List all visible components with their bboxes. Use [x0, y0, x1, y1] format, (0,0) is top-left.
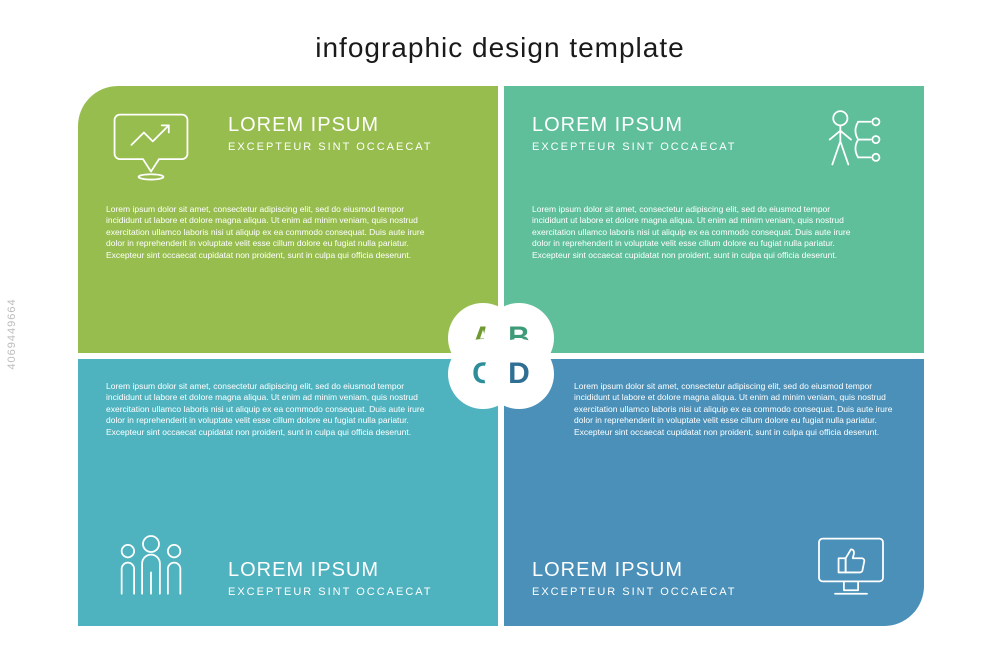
panel-b: LOREM IPSUM EXCEPTEUR SINT OCCAECAT Lore… [504, 86, 924, 353]
panel-b-body: Lorem ipsum dolor sit amet, consectetur … [532, 204, 862, 261]
infographic-canvas: infographic design template 4069449664 L… [0, 0, 1000, 667]
badge-d-label: D [508, 357, 530, 391]
panel-d-heading: LOREM IPSUM EXCEPTEUR SINT OCCAECAT [532, 559, 737, 598]
person-network-icon [806, 104, 896, 184]
monitor-thumbs-up-icon [806, 528, 896, 608]
panel-d-body: Lorem ipsum dolor sit amet, consectetur … [574, 381, 894, 438]
panel-c: LOREM IPSUM EXCEPTEUR SINT OCCAECAT Lore… [78, 359, 498, 626]
panel-d: LOREM IPSUM EXCEPTEUR SINT OCCAECAT Lore… [504, 359, 924, 626]
panel-c-subtitle: EXCEPTEUR SINT OCCAECAT [228, 586, 433, 598]
panel-d-subtitle: EXCEPTEUR SINT OCCAECAT [532, 586, 737, 598]
panel-b-subtitle: EXCEPTEUR SINT OCCAECAT [532, 141, 737, 153]
panel-grid: LOREM IPSUM EXCEPTEUR SINT OCCAECAT Lore… [78, 86, 924, 626]
panel-c-heading: LOREM IPSUM EXCEPTEUR SINT OCCAECAT [228, 559, 433, 598]
panel-a-title: LOREM IPSUM [228, 114, 433, 137]
panel-b-title: LOREM IPSUM [532, 114, 737, 137]
panel-d-title: LOREM IPSUM [532, 559, 737, 582]
panel-a: LOREM IPSUM EXCEPTEUR SINT OCCAECAT Lore… [78, 86, 498, 353]
people-group-icon [106, 528, 196, 608]
panel-a-subtitle: EXCEPTEUR SINT OCCAECAT [228, 141, 433, 153]
panel-a-heading: LOREM IPSUM EXCEPTEUR SINT OCCAECAT [228, 114, 433, 153]
speech-growth-icon [106, 104, 196, 184]
panel-b-heading: LOREM IPSUM EXCEPTEUR SINT OCCAECAT [532, 114, 737, 153]
watermark: 4069449664 [6, 298, 18, 369]
panel-c-body: Lorem ipsum dolor sit amet, consectetur … [106, 381, 436, 438]
panel-c-title: LOREM IPSUM [228, 559, 433, 582]
page-title: infographic design template [0, 32, 1000, 64]
panel-a-body: Lorem ipsum dolor sit amet, consectetur … [106, 204, 436, 261]
badge-d: D [484, 339, 554, 409]
